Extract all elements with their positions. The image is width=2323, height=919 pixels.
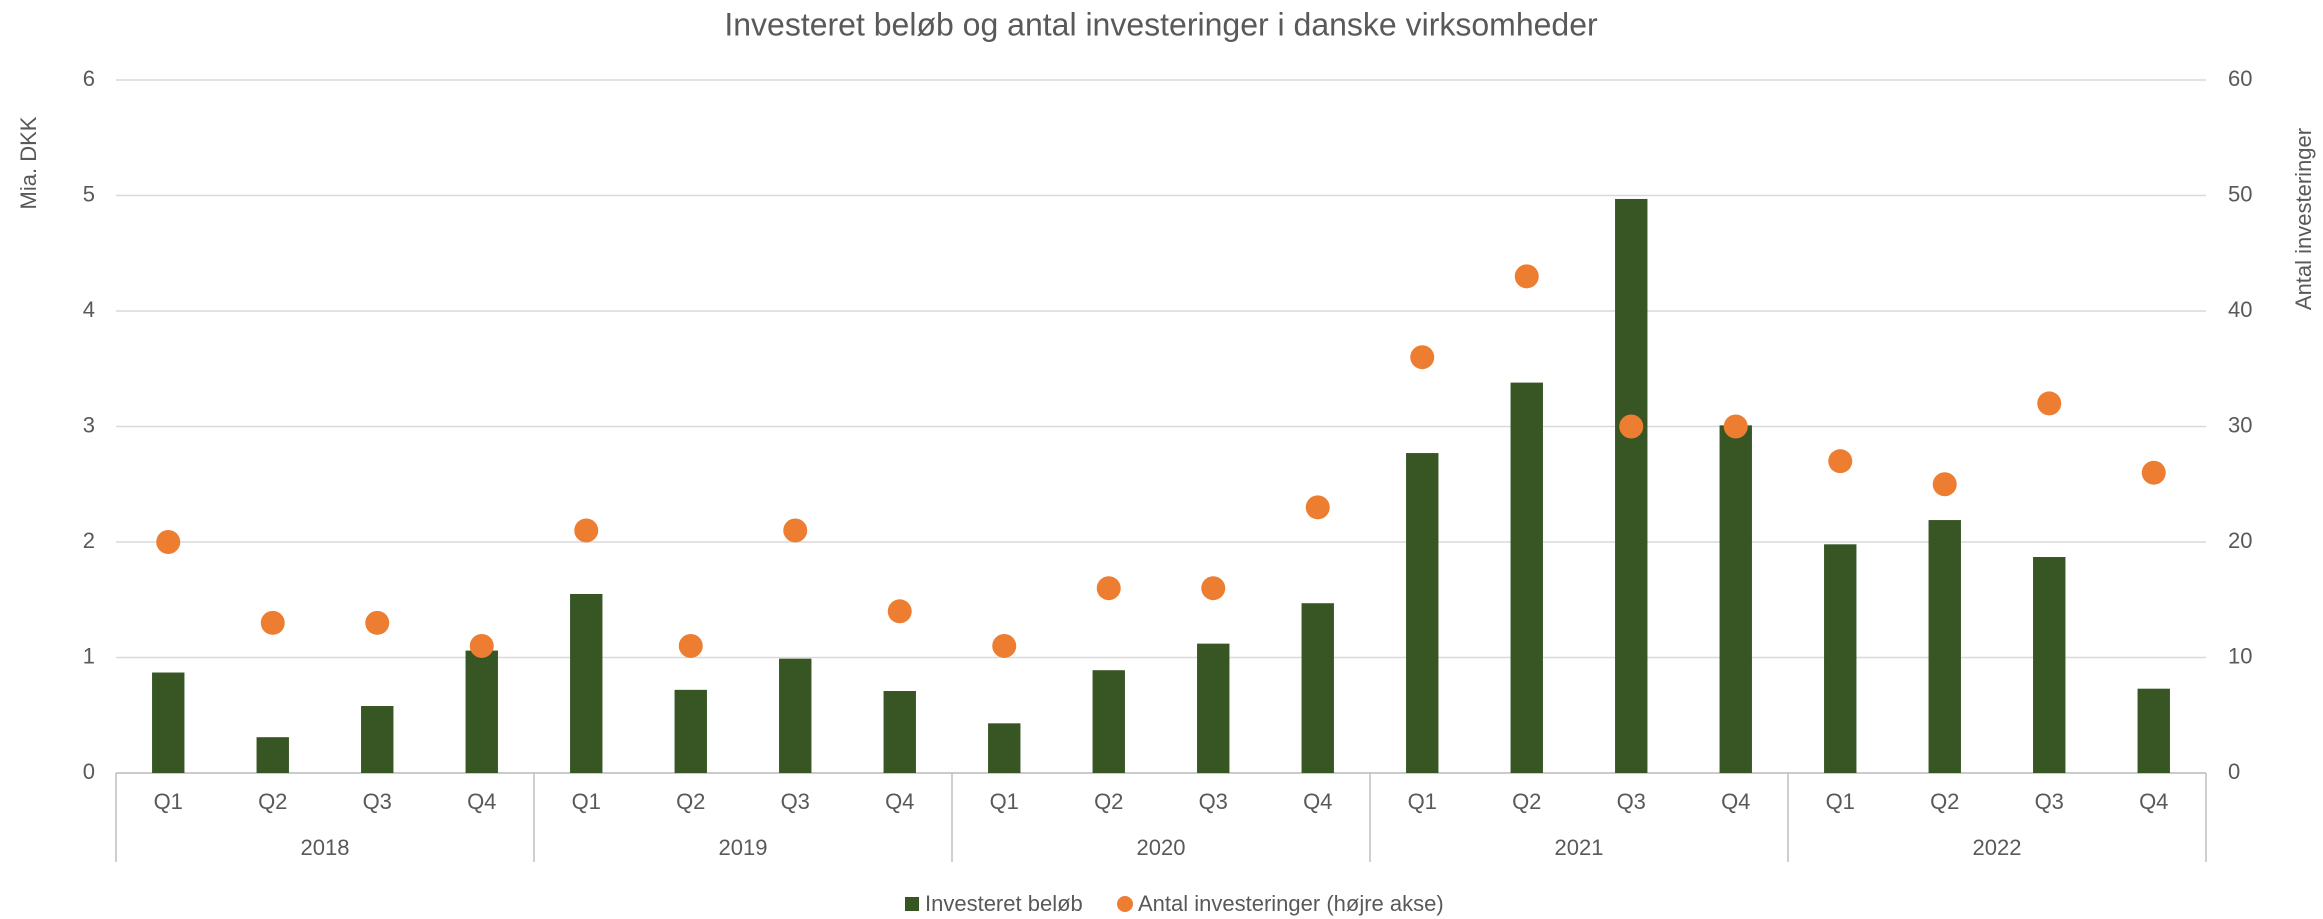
x-group-label: 2020 [1137,835,1186,860]
dot [2037,391,2062,416]
y2-axis-label: Antal investeringer [2291,128,2316,310]
chart-title: Investeret beløb og antal investeringer … [724,6,1598,42]
x-tick-label: Q2 [676,789,705,814]
dot [1096,576,1121,601]
dot [574,518,599,543]
bar [1406,453,1439,773]
y-tick-label: 0 [83,759,95,784]
bar [152,672,185,773]
x-tick-label: Q4 [885,789,914,814]
x-tick-label: Q3 [2035,789,2064,814]
x-group-label: 2021 [1555,835,1604,860]
bar [1615,198,1648,774]
bar [1197,643,1230,773]
dot [783,518,808,543]
x-tick-label: Q1 [990,789,1019,814]
y-tick-label: 5 [83,181,95,206]
x-tick-label: Q1 [572,789,601,814]
x-tick-label: Q1 [1408,789,1437,814]
bar [1824,544,1857,773]
dot [156,530,181,554]
y2-tick-label: 60 [2228,66,2252,91]
x-group-label: 2018 [301,835,350,860]
x-tick-label: Q4 [1721,789,1750,814]
bar [361,706,394,773]
bar [883,690,916,773]
dot [2141,460,2166,485]
dot [1828,449,1853,474]
x-tick-label: Q3 [363,789,392,814]
y-tick-label: 1 [83,643,95,668]
dot [469,633,494,658]
y2-tick-label: 30 [2228,412,2252,437]
dot [678,633,703,658]
bar [256,737,289,773]
legend-label: Investeret beløb [925,891,1083,916]
x-tick-label: Q2 [1512,789,1541,814]
y2-tick-label: 40 [2228,297,2252,322]
dot [887,599,912,624]
y-tick-label: 3 [83,412,95,437]
dot [1932,472,1957,497]
y2-tick-label: 20 [2228,528,2252,553]
bar [988,723,1021,773]
y2-tick-label: 0 [2228,759,2240,784]
y-tick-label: 2 [83,528,95,553]
legend-swatch [1117,896,1133,912]
dot [1201,576,1226,601]
bar [1719,425,1752,773]
dot [992,633,1017,658]
x-tick-label: Q3 [1617,789,1646,814]
x-tick-label: Q2 [258,789,287,814]
x-tick-label: Q1 [1826,789,1855,814]
dot [260,610,285,635]
bar [1928,520,1961,773]
bar [570,593,603,773]
dot [365,610,390,635]
y-axis-label: Mia. DKK [16,116,41,209]
x-tick-label: Q1 [154,789,183,814]
bar [1301,603,1334,773]
x-group-label: 2019 [719,835,768,860]
x-tick-label: Q2 [1930,789,1959,814]
y2-tick-label: 50 [2228,181,2252,206]
x-tick-label: Q4 [2139,789,2168,814]
x-tick-label: Q4 [467,789,496,814]
bar [2137,688,2170,773]
bar [779,658,812,773]
x-tick-label: Q4 [1303,789,1332,814]
dot [1619,414,1644,439]
x-group-label: 2022 [1973,835,2022,860]
dot [1514,264,1539,289]
legend-swatch [905,897,919,911]
y-tick-label: 6 [83,66,95,91]
y2-tick-label: 10 [2228,643,2252,668]
dot [1410,345,1435,370]
x-tick-label: Q2 [1094,789,1123,814]
x-tick-label: Q3 [781,789,810,814]
dot [1305,495,1330,520]
x-tick-label: Q3 [1199,789,1228,814]
bar [674,689,707,773]
bar [465,650,498,773]
bar [1092,670,1125,773]
dot [1723,414,1748,439]
bar [2033,557,2066,773]
y-tick-label: 4 [83,297,95,322]
legend-label: Antal investeringer (højre akse) [1138,891,1444,916]
bar [1510,382,1543,773]
